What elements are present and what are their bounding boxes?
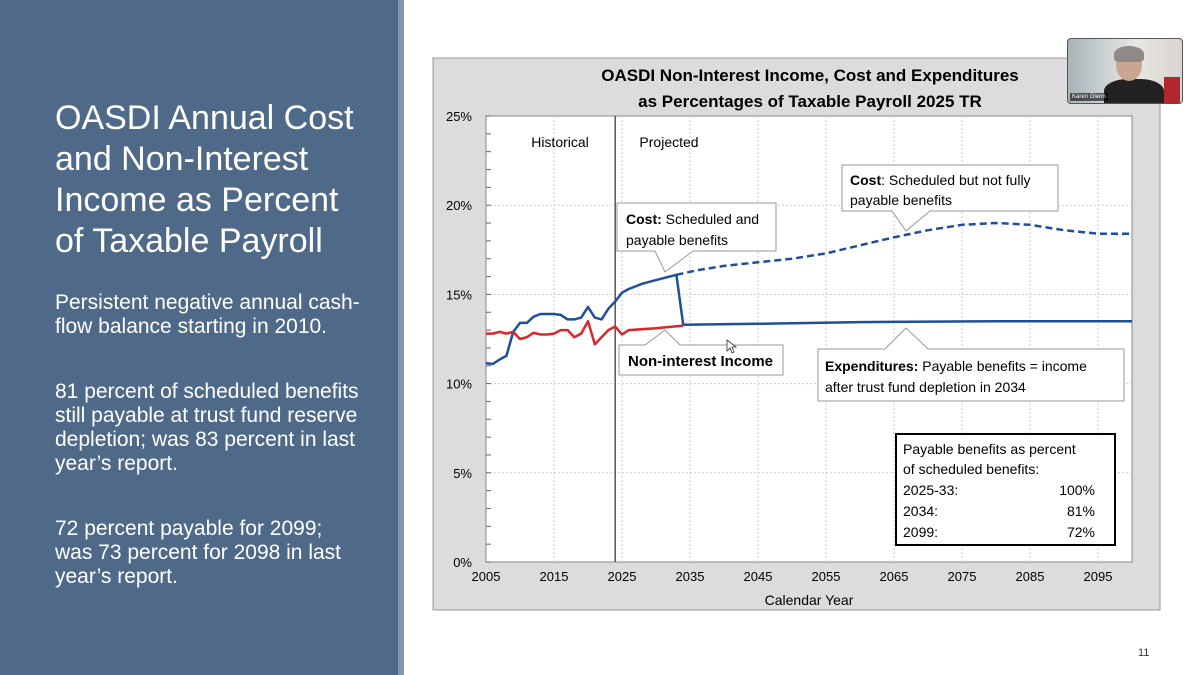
x-tick-label: 2055 — [812, 569, 841, 584]
y-tick-label: 10% — [446, 377, 472, 392]
callout-bold: Cost — [850, 172, 881, 188]
table-heading-1: Payable benefits as percent — [903, 441, 1076, 457]
x-tick-label: 2025 — [608, 569, 637, 584]
panel-divider — [398, 0, 404, 675]
video-thumbnail[interactable]: Karen Glenn — [1067, 38, 1183, 104]
participant-hair — [1114, 46, 1144, 62]
participant-body — [1104, 79, 1164, 103]
callout-text: Payable benefits = income — [918, 358, 1087, 374]
bullet-1: Persistent negative annual cash-flow bal… — [55, 291, 360, 338]
callout-line2: after trust fund depletion in 2034 — [825, 379, 1026, 395]
table-row-label: 2099: — [903, 524, 938, 540]
slide-title: OASDI Annual Cost and Non-Interest Incom… — [55, 99, 354, 260]
callout-expenditures: Expenditures: Payable benefits = income … — [817, 327, 1125, 402]
callout-income: Non-interest Income — [618, 329, 784, 376]
x-tick-label: 2035 — [676, 569, 705, 584]
table-row-value: 72% — [1067, 524, 1095, 540]
page-number: 11 — [1138, 647, 1150, 659]
x-tick-label: 2015 — [540, 569, 569, 584]
table-row-value: 81% — [1067, 503, 1095, 519]
series-line-2 — [486, 319, 684, 346]
y-tick-label: 20% — [446, 198, 472, 213]
y-tick-label: 25% — [446, 109, 472, 124]
series-line-1 — [676, 221, 1132, 277]
callout-cost-payable: Cost: Scheduled and payable benefits — [616, 202, 777, 273]
callout-bold: Expenditures: — [825, 358, 918, 374]
callout-text: : Scheduled but not fully — [881, 172, 1030, 188]
callout-text: Scheduled and — [662, 211, 759, 227]
participant-name: Karen Glenn — [1070, 93, 1108, 101]
x-tick-label: 2095 — [1084, 569, 1113, 584]
series-line-3 — [683, 319, 1132, 326]
slide-text-panel: OASDI Annual Cost and Non-Interest Incom… — [0, 0, 398, 675]
mouse-cursor-icon — [726, 339, 738, 354]
svg-text:Expenditures: Payable benefits: Expenditures: Payable benefits = income — [825, 358, 1087, 374]
x-tick-label: 2005 — [472, 569, 501, 584]
x-axis-label: Calendar Year — [765, 592, 854, 608]
x-tick-label: 2045 — [744, 569, 773, 584]
table-row-value: 100% — [1059, 482, 1095, 498]
table-heading-2: of scheduled benefits: — [903, 461, 1039, 477]
series-line-0 — [485, 273, 685, 366]
callout-bold: Cost: — [626, 211, 662, 227]
svg-text:Cost: Scheduled but not fully: Cost: Scheduled but not fully — [850, 172, 1031, 188]
x-tick-label: 2065 — [880, 569, 909, 584]
bullet-2: 81 percent of scheduled benefits still p… — [55, 380, 359, 475]
chart-title-1: OASDI Non-Interest Income, Cost and Expe… — [601, 66, 1019, 85]
svg-text:Cost: Scheduled and: Cost: Scheduled and — [626, 211, 759, 227]
bullet-3: 72 percent payable for 2099; was 73 perc… — [55, 517, 342, 588]
table-row-label: 2034: — [903, 503, 938, 519]
callout-line2: payable benefits — [850, 192, 952, 208]
region-label-historical: Historical — [531, 134, 589, 150]
x-tick-label: 2075 — [948, 569, 977, 584]
background-object — [1164, 77, 1180, 103]
x-tick-label: 2085 — [1016, 569, 1045, 584]
chart-title-2: as Percentages of Taxable Payroll 2025 T… — [638, 92, 982, 111]
y-tick-label: 15% — [446, 287, 472, 302]
table-row-label: 2025-33: — [903, 482, 958, 498]
callout-income-text: Non-interest Income — [628, 353, 773, 370]
region-label-projected: Projected — [639, 134, 698, 150]
callout-cost-unpayable: Cost: Scheduled but not fully payable be… — [841, 164, 1059, 232]
callout-line2: payable benefits — [626, 232, 728, 248]
y-tick-label: 5% — [453, 466, 472, 481]
y-tick-label: 0% — [453, 555, 472, 570]
payable-table: Payable benefits as percent of scheduled… — [895, 433, 1116, 546]
